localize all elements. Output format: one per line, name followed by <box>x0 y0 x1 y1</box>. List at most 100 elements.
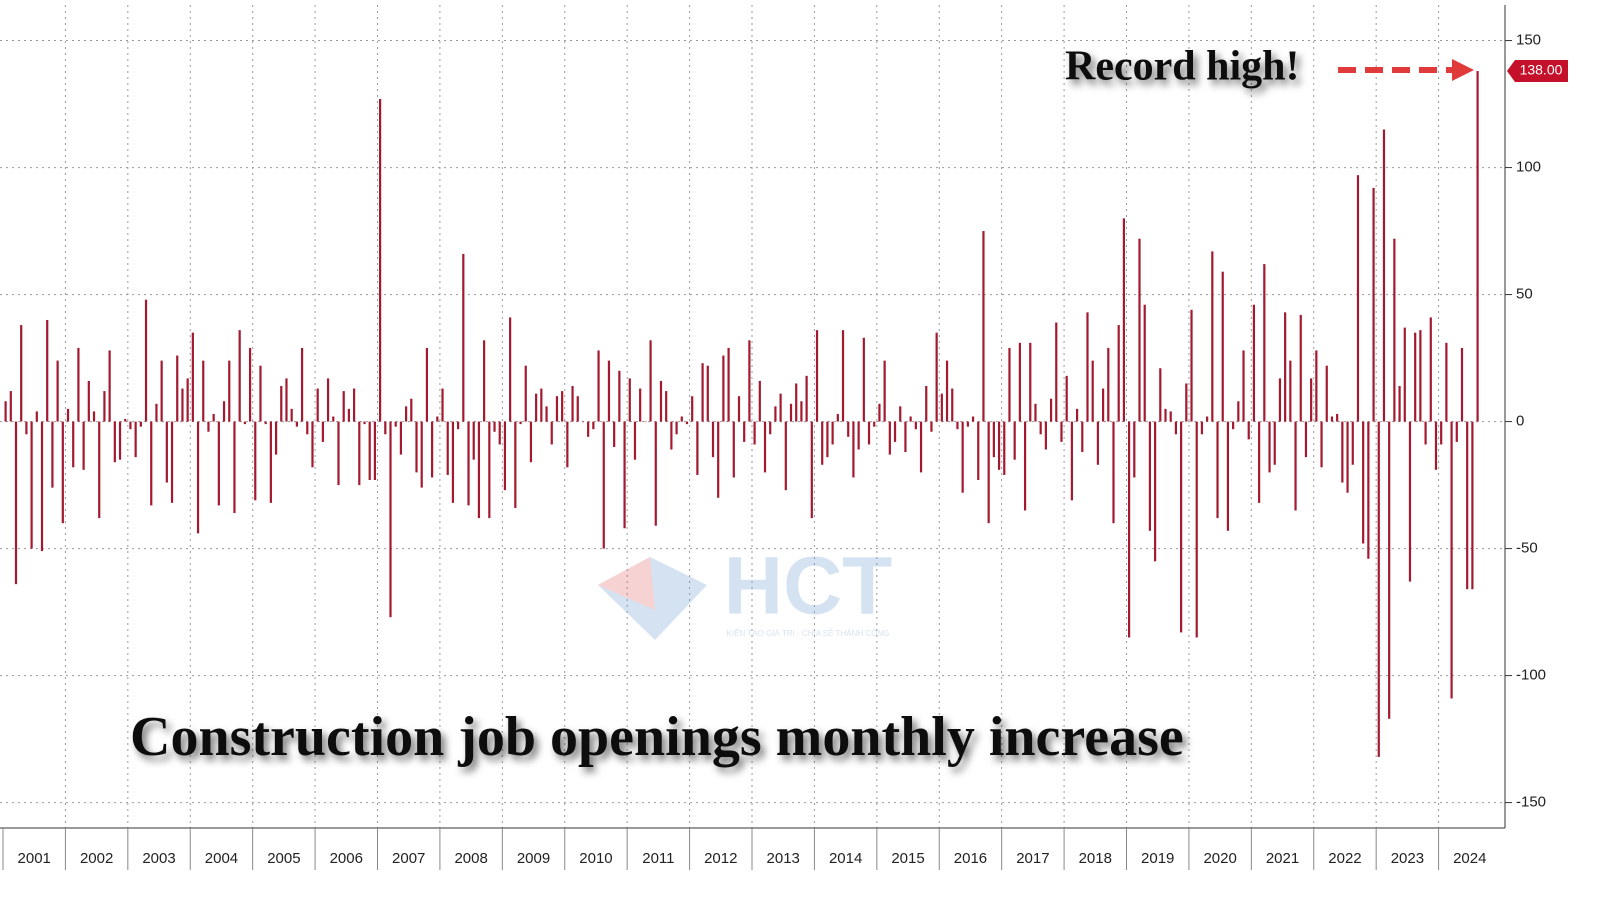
bar <box>217 421 220 506</box>
bar <box>545 406 548 422</box>
bar <box>1237 401 1240 422</box>
bar <box>1424 421 1427 445</box>
bar <box>51 421 54 488</box>
bar <box>1096 421 1099 465</box>
bar <box>103 391 106 422</box>
bar <box>352 388 356 422</box>
bar <box>1289 360 1292 422</box>
x-tick-label: 2022 <box>1328 850 1361 867</box>
x-tick-label: 2003 <box>142 850 175 867</box>
bar <box>1081 421 1084 453</box>
bar <box>862 337 865 422</box>
bar <box>379 98 382 422</box>
bar <box>1398 386 1401 422</box>
bar <box>623 421 626 529</box>
bar <box>961 421 964 493</box>
bar <box>347 408 350 422</box>
watermark: HCT KIẾN TẠO GIÁ TRỊ - CHIA SẺ THÀNH CÔN… <box>598 541 892 640</box>
x-tick-label: 2019 <box>1141 850 1174 867</box>
bar <box>160 360 163 422</box>
bar <box>1325 365 1328 422</box>
bar <box>1362 421 1365 544</box>
bar <box>181 388 184 422</box>
bar <box>1356 175 1360 422</box>
bar <box>1049 398 1053 422</box>
bar <box>1450 421 1453 699</box>
x-tick-label: 2002 <box>80 850 113 867</box>
bar <box>888 421 891 455</box>
bar <box>280 386 283 422</box>
bar <box>701 363 704 422</box>
bar <box>144 299 148 422</box>
bar <box>1367 421 1370 559</box>
bar <box>98 421 101 519</box>
annotation: Record high! <box>1065 44 1300 90</box>
bar <box>982 231 985 422</box>
bar <box>607 360 611 422</box>
bar <box>222 401 226 422</box>
bar <box>748 340 751 422</box>
bar <box>810 421 813 519</box>
bar <box>1029 342 1032 422</box>
bar <box>685 421 689 425</box>
bar <box>410 398 413 422</box>
bar <box>20 325 23 422</box>
bar <box>1128 421 1131 638</box>
bar <box>1419 330 1422 422</box>
bar <box>774 406 777 422</box>
bar <box>202 360 205 422</box>
bar <box>441 388 444 422</box>
x-tick-label: 2006 <box>330 850 363 867</box>
bar <box>841 330 845 422</box>
bar <box>1070 421 1073 501</box>
bar <box>498 421 501 445</box>
bar <box>919 421 923 473</box>
bar <box>966 421 969 427</box>
y-tick-label: 50 <box>1516 286 1533 303</box>
bar <box>1429 317 1432 422</box>
bar <box>384 421 387 435</box>
bar <box>1018 342 1021 422</box>
bar <box>717 421 720 498</box>
bar <box>248 347 252 422</box>
bar <box>1044 421 1047 450</box>
bar <box>800 401 803 422</box>
bar <box>1440 421 1443 445</box>
bar <box>763 421 767 473</box>
bar <box>295 421 298 427</box>
bar <box>46 319 49 422</box>
bar <box>1143 304 1146 422</box>
bar <box>477 421 481 519</box>
bar <box>1445 342 1448 422</box>
bar <box>925 386 928 422</box>
bar <box>1247 421 1250 440</box>
bar <box>1112 421 1115 524</box>
bar <box>300 347 304 422</box>
x-tick-label: 2021 <box>1266 850 1299 867</box>
x-tick-label: 2014 <box>829 850 862 867</box>
bar <box>503 421 507 491</box>
bar <box>1013 421 1016 460</box>
bar <box>1211 251 1214 422</box>
bar <box>1164 408 1167 422</box>
bar <box>1117 325 1120 422</box>
bar <box>727 347 730 422</box>
bar <box>1180 421 1183 633</box>
bar <box>1388 421 1391 719</box>
grid <box>0 5 1505 828</box>
annotation-arrowhead <box>1452 59 1474 81</box>
bar <box>753 421 756 445</box>
bar <box>77 347 80 422</box>
bar <box>509 317 512 422</box>
bar <box>139 421 142 427</box>
bar <box>873 421 876 427</box>
bar <box>1200 421 1204 435</box>
x-tick-label: 2018 <box>1079 850 1112 867</box>
bar <box>290 408 293 422</box>
bar <box>1060 421 1063 442</box>
bar <box>1232 421 1235 430</box>
bar <box>987 421 990 524</box>
bar <box>1086 312 1089 422</box>
bar <box>670 421 673 450</box>
bar <box>394 421 397 427</box>
